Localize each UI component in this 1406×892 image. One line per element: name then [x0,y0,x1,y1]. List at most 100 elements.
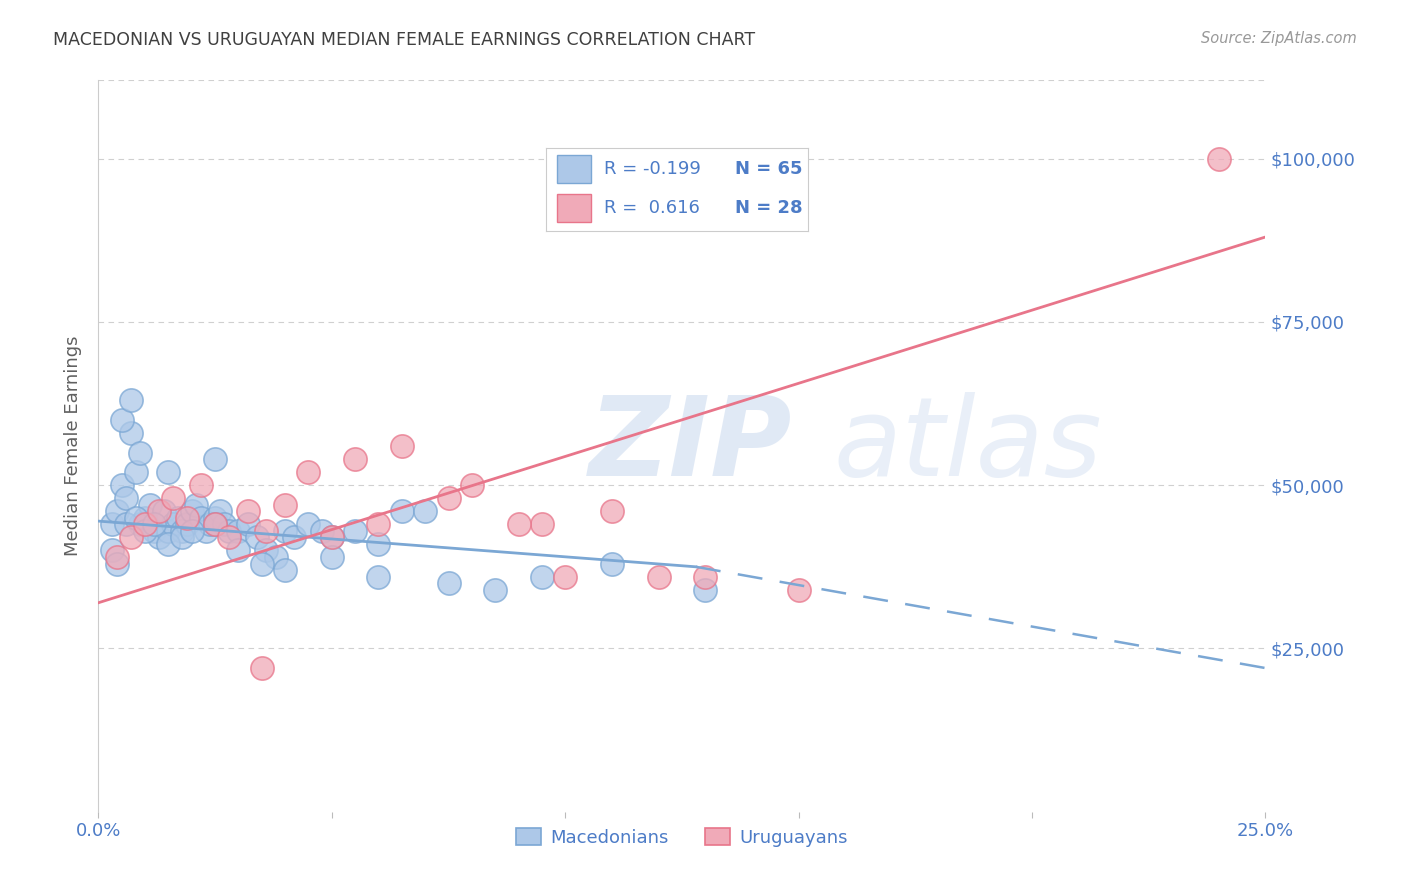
Point [218,524,240,538]
Point [105,549,128,564]
Point [264,549,287,564]
Point [461,478,484,492]
Point [600,504,623,518]
Text: ZIP: ZIP [589,392,792,500]
Point [391,439,413,453]
Point [250,557,273,571]
Point [787,582,810,597]
Point [105,557,128,571]
Point [311,524,333,538]
Point [162,491,184,506]
Point [236,517,259,532]
Point [200,517,222,532]
Point [194,524,217,538]
Point [208,504,231,518]
Point [695,582,717,597]
Text: MACEDONIAN VS URUGUAYAN MEDIAN FEMALE EARNINGS CORRELATION CHART: MACEDONIAN VS URUGUAYAN MEDIAN FEMALE EA… [53,31,755,49]
Point [134,517,156,532]
Point [274,498,297,512]
Point [508,517,530,532]
Point [148,530,170,544]
Point [600,557,623,571]
Point [530,517,553,532]
Point [134,511,156,525]
Point [413,504,436,518]
Point [129,445,152,459]
Text: N = 28: N = 28 [734,200,803,218]
Legend: Macedonians, Uruguayans: Macedonians, Uruguayans [509,821,855,854]
Point [250,661,273,675]
Point [297,465,319,479]
Point [437,491,460,506]
Point [186,498,208,512]
Point [152,504,174,518]
Point [256,524,278,538]
Point [125,465,148,479]
Point [204,511,226,525]
Point [129,517,152,532]
Point [120,425,142,440]
Point [214,517,236,532]
Point [172,524,194,538]
Point [120,530,142,544]
Point [111,478,134,492]
Point [180,504,202,518]
Point [157,524,180,538]
Point [204,452,226,467]
Point [180,524,202,538]
Point [157,465,180,479]
Point [143,524,166,538]
Point [176,517,198,532]
Point [391,504,413,518]
Point [115,517,138,532]
Point [256,543,278,558]
Point [246,530,269,544]
Point [115,491,138,506]
Point [190,511,212,525]
Point [228,543,250,558]
Text: atlas: atlas [834,392,1102,500]
Point [236,504,259,518]
Point [367,517,389,532]
Point [125,511,148,525]
Point [321,530,343,544]
Point [344,524,367,538]
Point [120,393,142,408]
Y-axis label: Median Female Earnings: Median Female Earnings [65,335,83,557]
Point [554,569,576,583]
Point [176,511,198,525]
Point [190,478,212,492]
Point [274,524,297,538]
Point [162,517,184,532]
Point [134,524,156,538]
Point [204,517,226,532]
Point [437,576,460,591]
Point [166,511,188,525]
Text: Source: ZipAtlas.com: Source: ZipAtlas.com [1201,31,1357,46]
Point [1208,152,1230,166]
Point [101,543,124,558]
Text: R =  0.616: R = 0.616 [603,200,700,218]
Point [143,517,166,532]
Point [367,537,389,551]
Point [321,549,343,564]
Point [274,563,297,577]
Point [297,517,319,532]
Bar [557,155,591,183]
Point [321,530,343,544]
Point [101,517,124,532]
Text: R = -0.199: R = -0.199 [603,160,700,178]
Point [139,498,162,512]
Point [105,504,128,518]
Point [111,413,134,427]
Point [157,537,180,551]
Text: N = 65: N = 65 [734,160,801,178]
Point [344,452,367,467]
Point [484,582,506,597]
Point [172,530,194,544]
Point [695,569,717,583]
Point [228,524,250,538]
Point [647,569,669,583]
Point [204,517,226,532]
Point [148,504,170,518]
